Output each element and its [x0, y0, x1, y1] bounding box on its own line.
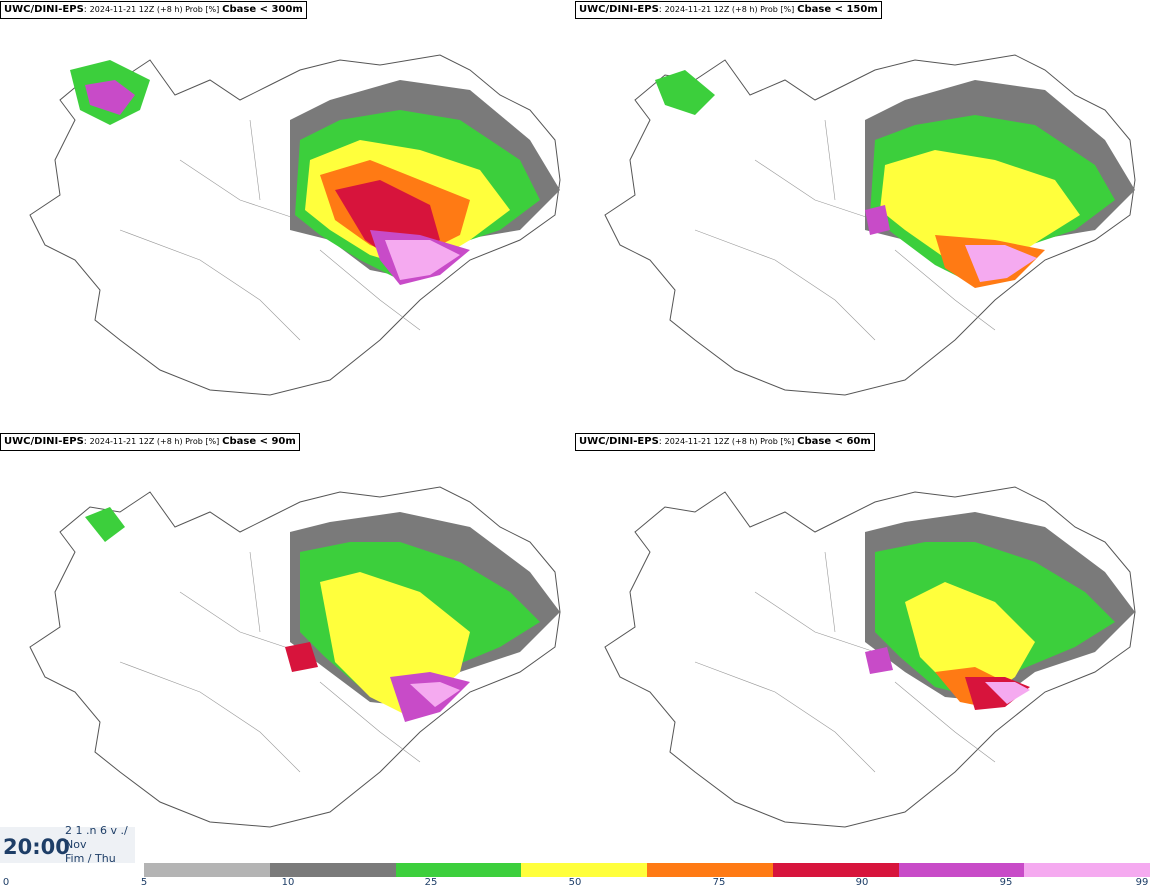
model-name: UWC/DINI-EPS [4, 436, 84, 447]
colorbar-labels: 0 5 10 25 50 75 90 95 99 [0, 877, 1150, 891]
date-line-1: 2 1 .n 6 v ./ [65, 824, 128, 837]
inner-lines [694, 119, 996, 341]
colorbar-label: 5 [140, 877, 148, 888]
parameter: Cbase < 90m [222, 436, 296, 447]
colorbar-label: 10 [281, 877, 295, 888]
colorbar-label: 95 [999, 877, 1013, 888]
inner-lines [694, 551, 996, 773]
valid-time: 20:00 [3, 835, 70, 859]
valid-date: 2 1 .n 6 v ./ Nov Fim / Thu [65, 824, 128, 866]
parameter: Cbase < 60m [797, 436, 871, 447]
inner-lines [119, 551, 421, 773]
inner-lines [119, 119, 421, 341]
model-name: UWC/DINI-EPS [4, 4, 84, 15]
colorbar-label: 50 [568, 877, 582, 888]
colorbar-segment [1024, 863, 1150, 877]
panel-title: UWC/DINI-EPS: 2024-11-21 12Z (+8 h) Prob… [575, 1, 882, 19]
colorbar-segment [144, 863, 270, 877]
colorbar-label: 75 [712, 877, 726, 888]
colorbar-label: 25 [424, 877, 438, 888]
colorbar-segment [269, 863, 396, 877]
date-line-3: Fim / Thu [65, 852, 116, 865]
map-panel-cbase-150: UWC/DINI-EPS: 2024-11-21 12Z (+8 h) Prob… [575, 0, 1150, 430]
colorbar-label: 99 [1135, 877, 1149, 888]
run-meta: 2024-11-21 12Z (+8 h) Prob [%] [664, 5, 795, 14]
probability-field [655, 70, 1135, 288]
colorbar-label: 0 [2, 877, 10, 888]
panel-title: UWC/DINI-EPS: 2024-11-21 12Z (+8 h) Prob… [0, 433, 300, 451]
probability-field [70, 60, 560, 285]
model-name: UWC/DINI-EPS [579, 436, 659, 447]
probability-field [85, 507, 560, 722]
panel-title: UWC/DINI-EPS: 2024-11-21 12Z (+8 h) Prob… [575, 433, 875, 451]
probability-field [865, 512, 1135, 710]
run-meta: 2024-11-21 12Z (+8 h) Prob [%] [89, 5, 220, 14]
colorbar-label: 90 [855, 877, 869, 888]
colorbar-segment [395, 863, 522, 877]
probability-colorbar [144, 863, 1150, 877]
iceland-map [29, 54, 561, 396]
run-meta: 2024-11-21 12Z (+8 h) Prob [%] [664, 437, 795, 446]
parameter: Cbase < 300m [222, 4, 303, 15]
colorbar-segment [521, 863, 647, 877]
map-panel-cbase-90: UWC/DINI-EPS: 2024-11-21 12Z (+8 h) Prob… [0, 432, 575, 862]
colorbar-segment [772, 863, 899, 877]
map-panel-cbase-300: UWC/DINI-EPS: 2024-11-21 12Z (+8 h) Prob… [0, 0, 575, 430]
map-panel-cbase-60: UWC/DINI-EPS: 2024-11-21 12Z (+8 h) Prob… [575, 432, 1150, 862]
colorbar-segment [647, 863, 773, 877]
model-name: UWC/DINI-EPS [579, 4, 659, 15]
panel-title: UWC/DINI-EPS: 2024-11-21 12Z (+8 h) Prob… [0, 1, 307, 19]
parameter: Cbase < 150m [797, 4, 878, 15]
date-line-2: Nov [65, 838, 87, 851]
valid-time-box: 20:00 2 1 .n 6 v ./ Nov Fim / Thu [0, 824, 135, 866]
colorbar-segment [898, 863, 1025, 877]
iceland-map [604, 54, 1136, 396]
iceland-map [29, 486, 561, 828]
run-meta: 2024-11-21 12Z (+8 h) Prob [%] [89, 437, 220, 446]
iceland-map [604, 486, 1136, 828]
